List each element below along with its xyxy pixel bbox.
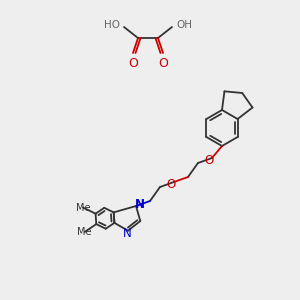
Text: HO: HO xyxy=(104,20,120,30)
Text: Me: Me xyxy=(76,202,90,212)
Text: O: O xyxy=(204,154,214,166)
Text: N: N xyxy=(123,227,131,240)
Text: N: N xyxy=(135,199,145,212)
Text: O: O xyxy=(167,178,176,190)
Text: O: O xyxy=(158,57,168,70)
Text: O: O xyxy=(128,57,138,70)
Text: OH: OH xyxy=(176,20,192,30)
Text: Me: Me xyxy=(77,227,92,237)
